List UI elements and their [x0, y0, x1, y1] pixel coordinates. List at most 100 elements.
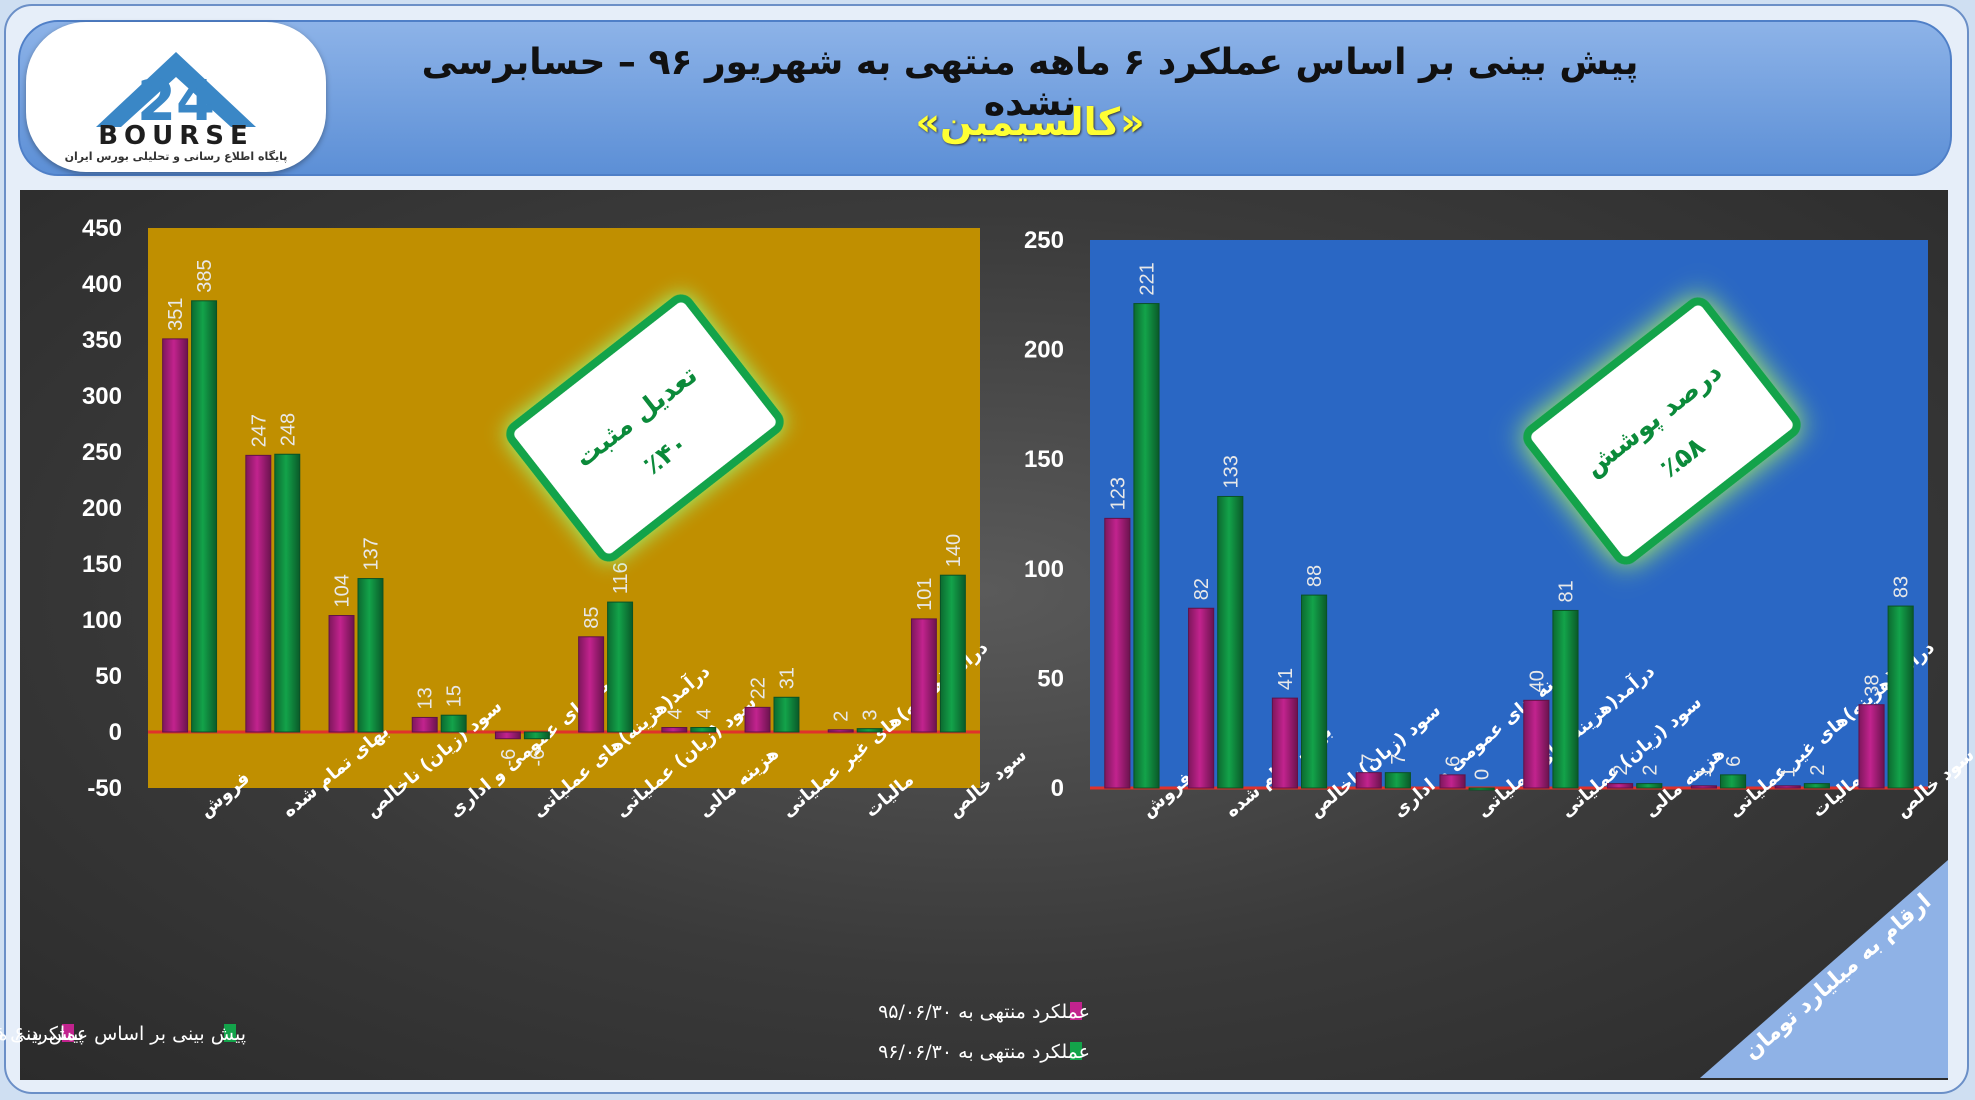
- legend-swatch: [224, 1024, 236, 1042]
- left-chart: -50050100150200250300350400450351385فروش…: [0, 215, 1031, 1045]
- bar-series-b: [607, 601, 634, 733]
- data-label: 41: [1275, 668, 1297, 690]
- bar-series-b: [690, 727, 717, 733]
- units-note: ارقام به میلیارد تومان: [1700, 860, 1948, 1078]
- bar-series-a: [1355, 772, 1382, 789]
- bar-series-a: [328, 615, 355, 733]
- data-label: 385: [194, 259, 216, 292]
- bar-series-b: [1468, 787, 1495, 791]
- legend-label: عملکرد منتهی به ۹۵/۰۶/۳۰: [878, 1001, 1090, 1023]
- data-label: 4: [664, 708, 686, 719]
- bar-series-a: [1188, 607, 1215, 789]
- bar-series-b: [939, 574, 966, 733]
- data-label: 15: [444, 685, 466, 707]
- bar-series-a: [494, 731, 521, 740]
- bar-series-a: [661, 727, 688, 733]
- data-label: 2: [1610, 764, 1632, 775]
- bar-series-b: [1217, 495, 1244, 789]
- data-label: 0: [1472, 769, 1494, 780]
- bar-series-b: [357, 578, 384, 733]
- bar-series-b: [1803, 783, 1830, 789]
- data-label: 104: [332, 574, 354, 607]
- bar-series-b: [1301, 594, 1328, 789]
- bar-series-b: [773, 696, 800, 733]
- data-label: 83: [1891, 576, 1913, 598]
- legend-label: پیش بینی قبلی: [0, 1023, 84, 1045]
- y-tick-label: 0: [1051, 775, 1064, 802]
- bar-series-a: [1523, 699, 1550, 789]
- data-label: 2: [831, 711, 853, 722]
- bar-series-b: [1552, 609, 1579, 789]
- bar-series-a: [910, 618, 937, 733]
- data-label: 38: [1862, 674, 1884, 696]
- bar-series-b: [274, 453, 301, 733]
- y-tick-label: -50: [87, 775, 122, 802]
- page-title: پیش بینی بر اساس عملکرد ۶ ماهه منتهی به …: [421, 42, 1639, 124]
- data-label: 248: [277, 413, 299, 446]
- bar-series-a: [1690, 785, 1717, 789]
- bar-series-a: [578, 636, 605, 733]
- y-tick-label: 50: [95, 663, 122, 690]
- y-tick-label: 150: [82, 551, 122, 578]
- data-label: 247: [248, 414, 270, 447]
- data-label: 6: [1723, 756, 1745, 767]
- legend-swatch: [62, 1024, 74, 1042]
- bar-series-b: [1133, 303, 1160, 789]
- data-label: 140: [943, 534, 965, 567]
- bar-series-a: [1439, 774, 1466, 789]
- bar-series-a: [1858, 704, 1885, 789]
- y-tick-label: 100: [82, 607, 122, 634]
- y-tick-label: 250: [1024, 227, 1064, 254]
- bar-series-a: [411, 716, 438, 733]
- bar-series-a: [245, 454, 272, 733]
- bar-series-b: [191, 300, 218, 733]
- bar-series-b: [1384, 772, 1411, 789]
- data-label: 31: [776, 667, 798, 689]
- data-label: 7: [1359, 754, 1381, 765]
- data-label: 1: [1694, 767, 1716, 778]
- legend-swatch: [1070, 1042, 1082, 1060]
- y-tick-label: 150: [1024, 446, 1064, 473]
- header-banner: [18, 20, 1952, 176]
- data-label: 116: [610, 562, 632, 594]
- data-label: -6: [527, 749, 549, 767]
- bar-series-b: [1720, 774, 1747, 789]
- data-label: -6: [498, 749, 520, 767]
- data-label: 7: [1388, 754, 1410, 765]
- data-label: 82: [1191, 578, 1213, 600]
- logo-wordmark: BOURSE: [98, 121, 254, 151]
- legend-label: پیش بینی بر اساس عملکرد ۶ ماهه: [0, 1023, 246, 1045]
- bar-series-a: [162, 338, 189, 733]
- bar-series-a: [827, 729, 854, 733]
- data-label: 4: [693, 708, 715, 719]
- data-label: 81: [1555, 580, 1577, 602]
- legend-swatch: [1070, 1002, 1082, 1020]
- y-tick-label: 100: [1024, 556, 1064, 583]
- data-label: 22: [748, 677, 770, 699]
- data-label: 88: [1304, 565, 1326, 587]
- y-tick-label: 350: [82, 327, 122, 354]
- y-tick-label: 250: [82, 439, 122, 466]
- legend-label: عملکرد منتهی به ۹۶/۰۶/۳۰: [878, 1041, 1090, 1063]
- data-label: 351: [165, 298, 187, 331]
- data-label: 40: [1526, 670, 1548, 692]
- right-chart: 050100150200250123221فروش82133بهای تمام …: [878, 227, 1975, 1063]
- logo-mark-icon: 24 BOURSE: [96, 52, 256, 151]
- bar-series-a: [1104, 517, 1131, 789]
- company-name: «کالسیمین»: [915, 100, 1145, 144]
- data-label: 1: [1778, 767, 1800, 778]
- data-label: 13: [415, 687, 437, 709]
- data-label: 3: [860, 710, 882, 721]
- y-tick-label: 0: [109, 719, 122, 746]
- y-tick-label: 300: [82, 383, 122, 410]
- data-label: 2: [1807, 764, 1829, 775]
- data-label: 101: [914, 578, 936, 611]
- bar-series-a: [1774, 785, 1801, 789]
- data-label: 123: [1107, 477, 1129, 510]
- logo-tagline: پایگاه اطلاع رسانی و تحلیلی بورس ایران: [64, 150, 288, 163]
- y-tick-label: 400: [82, 271, 122, 298]
- right-callout-box: درصد پوشش ٪۵۸: [1523, 297, 1801, 565]
- bar-series-b: [856, 728, 883, 733]
- bar-series-a: [1607, 783, 1634, 789]
